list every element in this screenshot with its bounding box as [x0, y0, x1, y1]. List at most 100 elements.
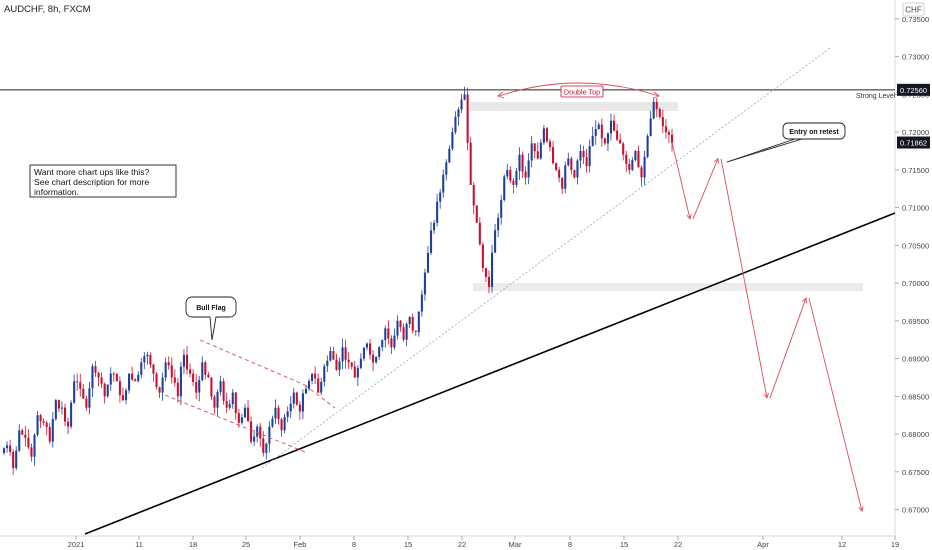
candle-body	[189, 369, 192, 374]
y-tick-label: 0.70500	[902, 241, 929, 250]
flag-channel-upper-ext	[304, 384, 336, 409]
x-tick-label: 19	[891, 540, 899, 549]
bull-flag-label: Bull Flag	[196, 305, 226, 312]
candle-body	[396, 320, 399, 336]
candle-body	[256, 426, 259, 437]
candle-body	[344, 347, 347, 360]
candle-body	[378, 347, 381, 357]
candle-body	[48, 427, 51, 442]
bull-flag-callout[interactable]: Bull Flag	[185, 296, 237, 341]
candle-body	[362, 347, 365, 359]
candle-body	[478, 222, 481, 245]
y-tick-label: 0.70000	[902, 279, 929, 288]
candle-body	[664, 126, 667, 133]
candle-body	[433, 222, 436, 231]
major-trendline[interactable]	[84, 212, 896, 535]
candle-body	[292, 392, 295, 404]
candle-body	[88, 388, 91, 408]
x-tick-label: 2021	[68, 540, 85, 549]
candle-body	[250, 421, 253, 442]
candle-body	[613, 120, 616, 131]
candle-body	[121, 395, 124, 401]
projection-arrowhead	[686, 213, 692, 220]
x-tick-label: 18	[189, 540, 197, 549]
candle-body	[231, 392, 234, 405]
candle-body	[314, 373, 317, 379]
x-tick-label: 22	[458, 540, 466, 549]
candle-body	[79, 382, 82, 389]
candle-body	[661, 117, 664, 127]
candle-body	[448, 148, 451, 163]
candle-body	[109, 373, 112, 385]
strong-level-price-tag: 0.72560	[897, 83, 930, 96]
candle-body	[320, 381, 323, 393]
candle-body	[484, 268, 487, 277]
candle-body	[234, 392, 237, 414]
candle-body	[405, 323, 408, 340]
candle-body	[204, 362, 207, 375]
candle-body	[658, 108, 661, 118]
candle-body	[271, 418, 274, 427]
projection-segment	[769, 298, 807, 399]
candle-body	[45, 422, 48, 428]
candle-body	[548, 141, 552, 148]
candle-body	[445, 162, 448, 175]
candle-body	[411, 317, 414, 331]
candle-body	[195, 382, 198, 393]
candle-body	[616, 130, 619, 140]
candle-body	[76, 381, 79, 383]
x-tick-label: 11	[135, 540, 143, 549]
projection-arrowhead	[713, 157, 719, 164]
candle-body	[567, 158, 570, 166]
currency-badge[interactable]	[902, 2, 925, 17]
promo-line-3: information.	[34, 187, 79, 197]
candle-body	[393, 335, 396, 348]
x-tick-label: 22	[674, 540, 682, 549]
candle-body	[481, 244, 484, 268]
candle-body	[289, 403, 292, 412]
candle-body	[670, 134, 674, 143]
candle-body	[649, 118, 652, 136]
candle-body	[18, 430, 21, 451]
x-tick-label: Feb	[294, 540, 307, 549]
candle-body	[85, 398, 88, 408]
candle-body	[304, 388, 308, 394]
candle-body	[515, 170, 518, 185]
candle-body	[338, 361, 341, 370]
candle-body	[558, 169, 561, 178]
double-top-box[interactable]	[560, 85, 604, 98]
candle-body	[94, 366, 97, 373]
candle-body	[591, 135, 594, 147]
candle-body	[640, 167, 643, 178]
candle-body	[442, 174, 445, 193]
candle-body	[170, 365, 173, 378]
y-tick-label: 0.73500	[902, 15, 929, 24]
candle-body	[472, 184, 475, 206]
y-tick-label: 0.73000	[902, 53, 929, 62]
candle-body	[24, 434, 27, 438]
candle-body	[280, 419, 283, 431]
candle-body	[277, 407, 280, 420]
candle-body	[628, 163, 631, 170]
entry-callout[interactable]: Entry on retest	[726, 122, 846, 163]
candle-body	[146, 354, 149, 357]
projection-arrowhead	[802, 297, 808, 304]
candle-body	[417, 311, 420, 333]
candle-body	[576, 160, 579, 178]
candle-body	[579, 150, 582, 161]
candle-body	[213, 396, 216, 408]
candle-body	[429, 230, 433, 253]
strong-level-label: Strong Level	[856, 93, 896, 100]
candle-body	[228, 404, 231, 408]
candle-body	[500, 200, 503, 218]
promo-box[interactable]: Want more chart ups like this? See chart…	[29, 164, 177, 198]
candle-body	[323, 366, 326, 382]
candle-body	[283, 417, 286, 431]
x-tick-label: 15	[620, 540, 628, 549]
candle-body	[91, 366, 94, 389]
x-tick-label: 15	[404, 540, 412, 549]
minor-trendline[interactable]	[261, 47, 831, 469]
candle-body	[167, 362, 170, 366]
x-tick-label: 12	[838, 540, 846, 549]
